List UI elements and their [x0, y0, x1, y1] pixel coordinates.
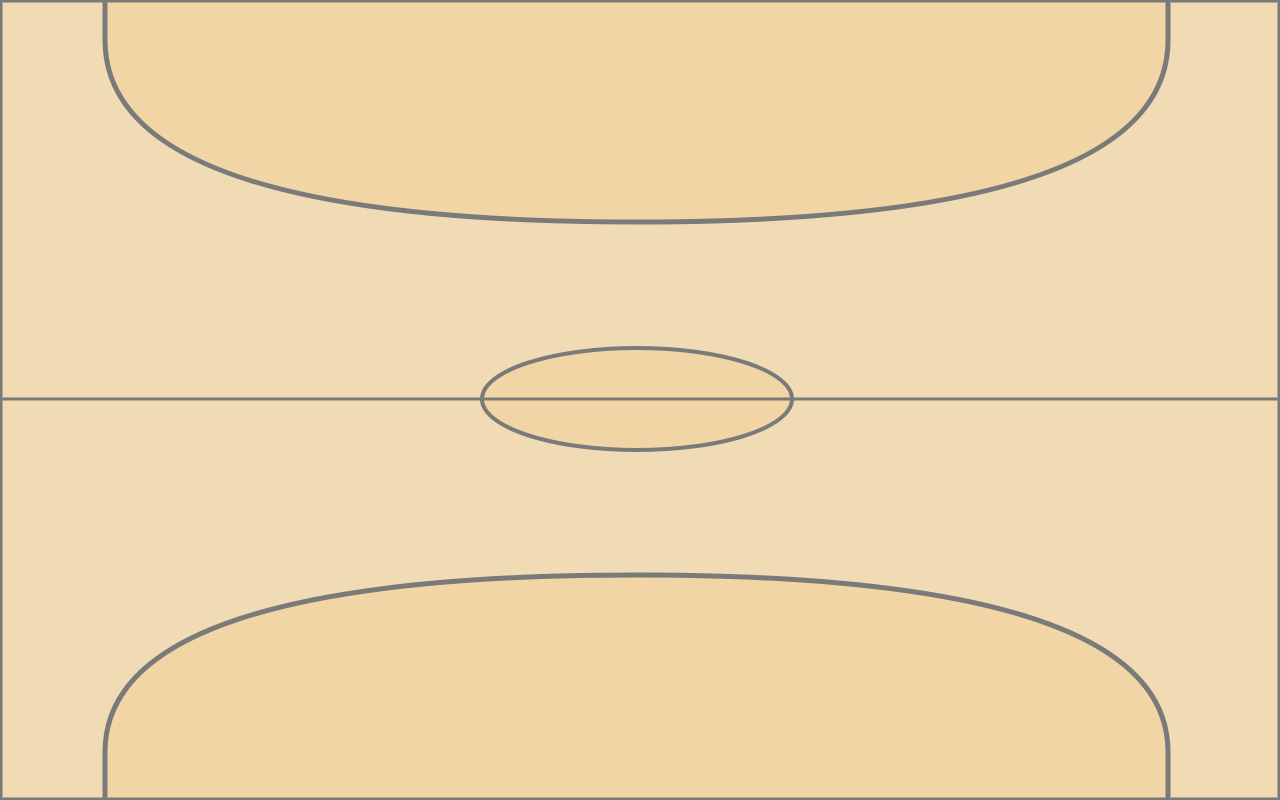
top-goal-area-line	[102, 0, 1171, 225]
bottom-goal-area-line	[102, 572, 1171, 800]
bottom-goal-area	[105, 575, 1168, 800]
top-goal-area	[105, 0, 1168, 222]
